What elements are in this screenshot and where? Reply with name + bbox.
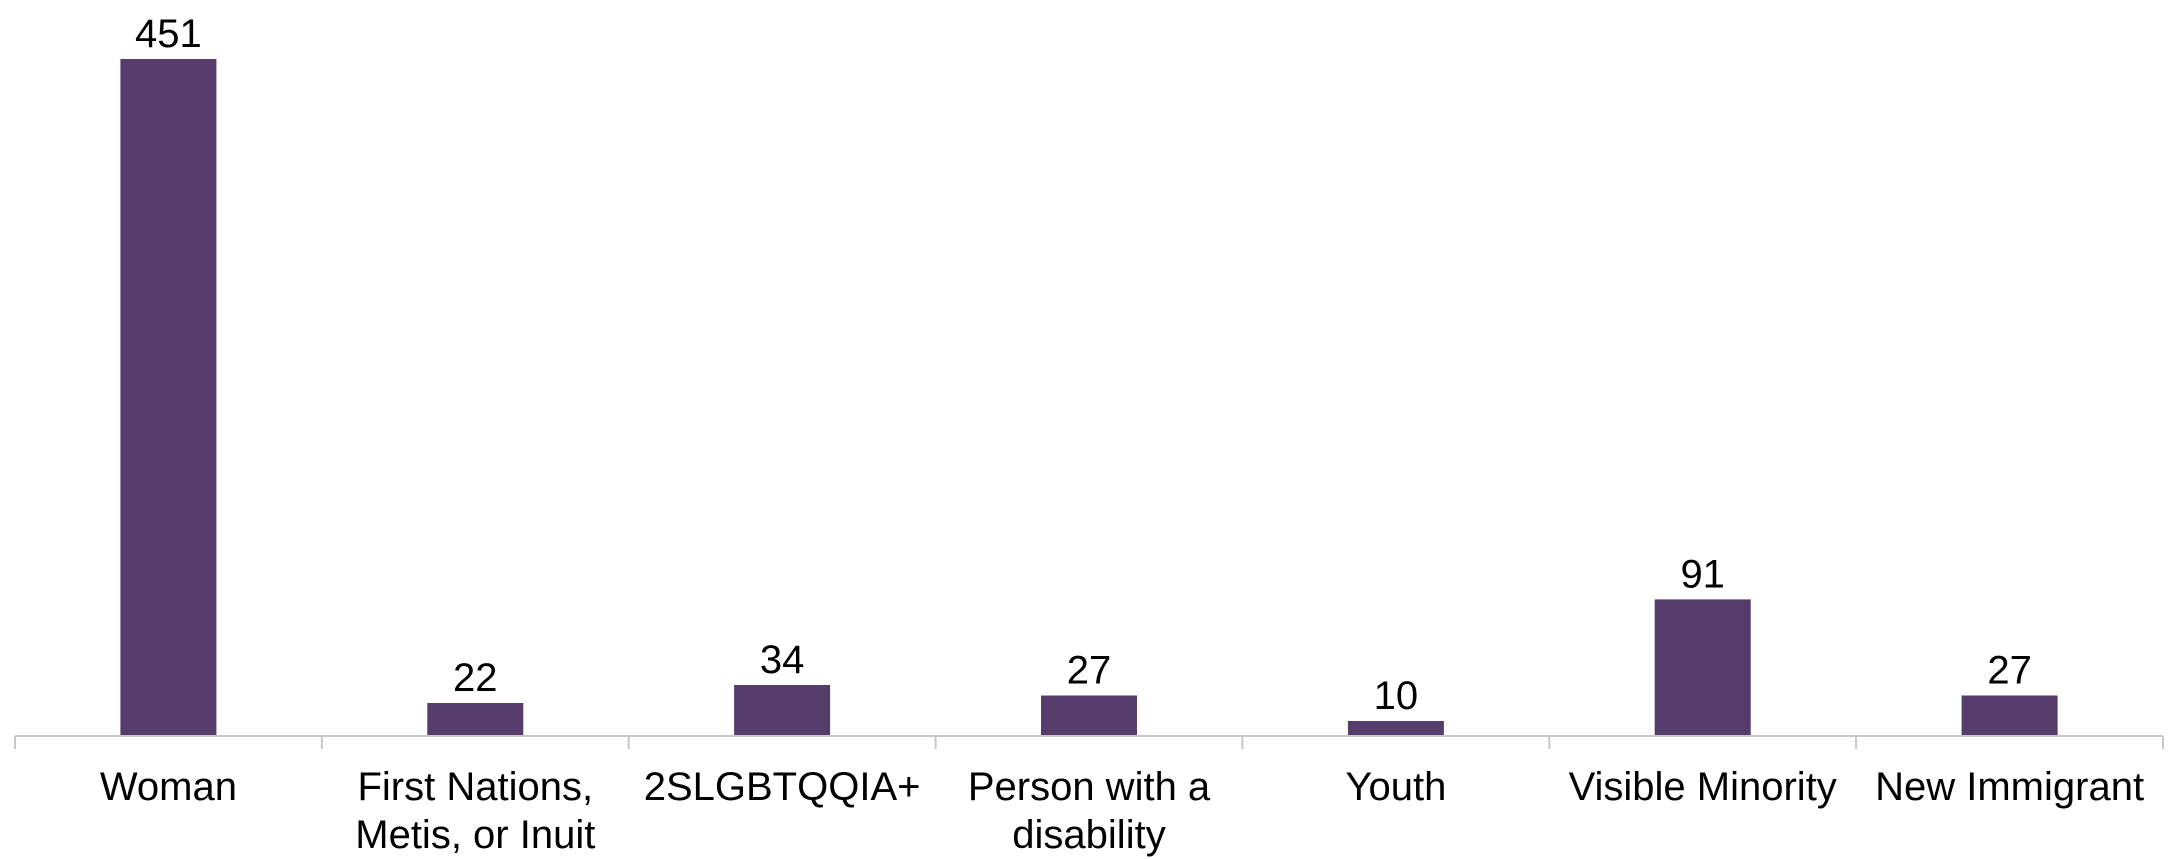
bar — [1961, 695, 2058, 736]
category-label: Woman — [100, 765, 237, 809]
category-label-line: Visible Minority — [1569, 765, 1837, 809]
data-label: 91 — [1680, 552, 1725, 596]
category-label-line: 2SLGBTQQIA+ — [644, 765, 921, 809]
bar — [734, 685, 831, 736]
bar — [1041, 695, 1137, 736]
category-label: 2SLGBTQQIA+ — [644, 765, 921, 809]
bar — [1347, 721, 1444, 736]
category-labels-group: Woman First Nations, Metis, or Inuit 2SLGBT… — [100, 765, 2144, 857]
bar — [120, 59, 217, 736]
category-label-line: New Immigrant — [1875, 765, 2144, 809]
category-label: First Nations, Metis, or Inuit — [355, 765, 595, 857]
data-label: 10 — [1374, 674, 1419, 718]
data-label: 27 — [1067, 649, 1112, 693]
data-label: 27 — [1987, 649, 2032, 693]
category-label: Visible Minority — [1569, 765, 1837, 809]
data-labels-group: 451 22 34 27 10 91 27 — [135, 12, 2032, 718]
bar — [427, 703, 524, 736]
category-label: Person with a disability — [968, 765, 1211, 857]
category-label-line: Metis, or Inuit — [355, 813, 595, 857]
category-label: New Immigrant — [1875, 765, 2144, 809]
category-label-line: Woman — [100, 765, 237, 809]
bar — [1654, 599, 1751, 736]
category-label-line: disability — [1012, 813, 1165, 857]
bars-group — [120, 59, 2058, 736]
category-label: Youth — [1345, 765, 1446, 809]
category-label-line: Person with a — [968, 765, 1211, 809]
data-label: 22 — [453, 656, 498, 700]
category-label-line: Youth — [1345, 765, 1446, 809]
data-label: 451 — [135, 12, 202, 56]
x-axis — [14, 735, 2164, 749]
category-label-line: First Nations, — [357, 765, 593, 809]
data-label: 34 — [760, 638, 805, 682]
